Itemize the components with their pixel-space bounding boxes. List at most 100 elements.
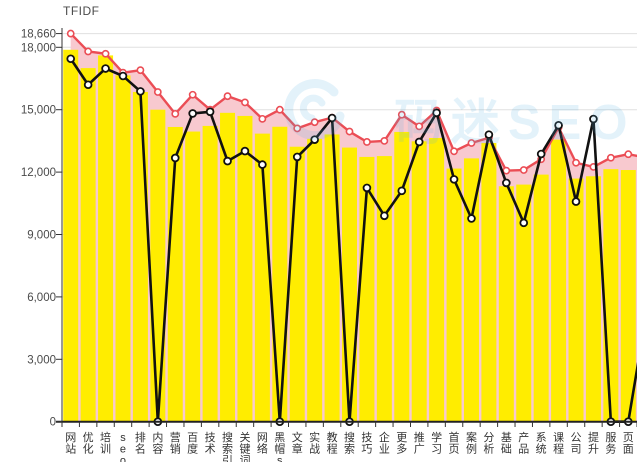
black-point-文章[interactable] bbox=[292, 152, 302, 162]
black-point-优化[interactable] bbox=[83, 80, 93, 90]
bar-文章[interactable] bbox=[289, 146, 305, 422]
category-label-更多: 更多 bbox=[396, 432, 407, 456]
y-tick-label: 18,660 bbox=[21, 29, 56, 41]
category-label-服务: 服务 bbox=[605, 431, 616, 456]
red-point-关键词[interactable] bbox=[241, 98, 249, 107]
red-point-案例[interactable] bbox=[467, 139, 476, 147]
red-point-排名[interactable] bbox=[136, 66, 145, 75]
black-point-更多[interactable] bbox=[397, 186, 407, 196]
black-point-排名[interactable] bbox=[136, 87, 145, 96]
red-point-培训[interactable] bbox=[101, 49, 110, 58]
bar-seo[interactable] bbox=[115, 75, 131, 422]
red-point-基础[interactable] bbox=[502, 166, 511, 175]
bar-搜索[interactable] bbox=[342, 147, 357, 422]
black-point-培训[interactable] bbox=[101, 64, 110, 73]
black-point-营销[interactable] bbox=[170, 153, 180, 163]
bar-排名[interactable] bbox=[132, 92, 148, 422]
bar-黑帽seo[interactable] bbox=[272, 126, 288, 422]
black-point-seo[interactable] bbox=[118, 71, 128, 81]
red-point-优化[interactable] bbox=[84, 47, 93, 56]
red-point-内容[interactable] bbox=[153, 88, 162, 96]
bar-内容[interactable] bbox=[150, 109, 166, 422]
black-point-公司[interactable] bbox=[571, 197, 581, 206]
black-point-技术[interactable] bbox=[205, 107, 215, 117]
black-point-首页[interactable] bbox=[449, 175, 459, 184]
bar-关键词[interactable] bbox=[237, 115, 253, 422]
red-point-搜索[interactable] bbox=[345, 127, 354, 136]
bar-更多[interactable] bbox=[394, 131, 410, 422]
red-point-黑帽seo[interactable] bbox=[275, 105, 284, 114]
red-point-网络[interactable] bbox=[258, 114, 267, 123]
bar-网站[interactable] bbox=[63, 49, 79, 422]
black-point-百度[interactable] bbox=[188, 109, 197, 118]
black-point-学习[interactable] bbox=[432, 108, 441, 118]
bar-分析[interactable] bbox=[481, 142, 497, 422]
red-point-网站[interactable] bbox=[66, 29, 75, 38]
black-point-搜索引擎[interactable] bbox=[223, 156, 232, 166]
category-label-系统: 系统 bbox=[536, 431, 547, 456]
black-point-实战[interactable] bbox=[310, 135, 319, 144]
bar-系统[interactable] bbox=[533, 174, 549, 422]
red-point-服务[interactable] bbox=[606, 153, 615, 162]
black-point-分析[interactable] bbox=[484, 130, 494, 139]
black-point-案例[interactable] bbox=[467, 214, 476, 223]
red-point-更多[interactable] bbox=[397, 110, 406, 119]
category-label-公司: 公司 bbox=[571, 432, 582, 456]
red-point-搜索引擎[interactable] bbox=[223, 92, 232, 101]
red-point-文章[interactable] bbox=[293, 124, 302, 133]
bar-案例[interactable] bbox=[463, 158, 479, 422]
bar-搜索引擎[interactable] bbox=[220, 112, 236, 422]
black-point-基础[interactable] bbox=[502, 178, 511, 188]
category-label-技术: 技术 bbox=[205, 431, 216, 456]
black-point-提升[interactable] bbox=[589, 114, 598, 124]
black-point-系统[interactable] bbox=[536, 149, 546, 159]
bar-产品[interactable] bbox=[516, 184, 532, 422]
black-point-网络[interactable] bbox=[258, 160, 267, 169]
bar-教程[interactable] bbox=[324, 134, 340, 422]
category-label-课程: 课程 bbox=[553, 431, 564, 456]
bar-学习[interactable] bbox=[429, 137, 445, 422]
red-point-营销[interactable] bbox=[171, 109, 180, 118]
black-point-网站[interactable] bbox=[66, 54, 76, 64]
category-label-百度: 百度 bbox=[187, 432, 198, 456]
bar-培训[interactable] bbox=[98, 55, 114, 422]
red-point-企业[interactable] bbox=[380, 136, 389, 145]
black-point-推广[interactable] bbox=[414, 137, 424, 147]
bar-企业[interactable] bbox=[376, 156, 392, 422]
red-point-百度[interactable] bbox=[188, 90, 197, 99]
bar-基础[interactable] bbox=[498, 186, 514, 422]
bar-推广[interactable] bbox=[411, 141, 427, 422]
red-point-公司[interactable] bbox=[572, 158, 580, 167]
category-label-优化: 优化 bbox=[83, 431, 94, 456]
bar-提升[interactable] bbox=[585, 176, 601, 422]
bar-优化[interactable] bbox=[80, 68, 96, 422]
category-label-营销: 营销 bbox=[170, 430, 181, 456]
bar-实战[interactable] bbox=[307, 138, 323, 422]
black-point-教程[interactable] bbox=[327, 113, 337, 123]
red-point-首页[interactable] bbox=[450, 147, 458, 156]
bar-课程[interactable] bbox=[551, 139, 567, 422]
black-point-课程[interactable] bbox=[554, 121, 563, 130]
red-point-推广[interactable] bbox=[415, 122, 424, 131]
category-label-网络: 网络 bbox=[257, 432, 268, 456]
red-line bbox=[69, 32, 637, 172]
y-tick-label: 15,000 bbox=[21, 105, 56, 117]
bar-公司[interactable] bbox=[568, 178, 584, 422]
bar-页面[interactable] bbox=[620, 170, 636, 422]
bar-服务[interactable] bbox=[603, 169, 619, 422]
bar-百度[interactable] bbox=[185, 131, 201, 422]
bar-首页[interactable] bbox=[446, 168, 462, 422]
category-label-分析: 分析 bbox=[483, 431, 494, 456]
red-point-产品[interactable] bbox=[519, 166, 528, 174]
black-point-产品[interactable] bbox=[519, 218, 529, 228]
black-point-企业[interactable] bbox=[380, 211, 389, 221]
black-point-关键词[interactable] bbox=[240, 146, 250, 156]
category-label-黑帽seo: 黑帽seo bbox=[274, 431, 285, 462]
black-point-技巧[interactable] bbox=[362, 183, 372, 193]
bar-技术[interactable] bbox=[202, 125, 218, 422]
red-point-实战[interactable] bbox=[310, 118, 319, 127]
red-point-技巧[interactable] bbox=[363, 138, 371, 146]
red-point-页面[interactable] bbox=[624, 150, 633, 159]
